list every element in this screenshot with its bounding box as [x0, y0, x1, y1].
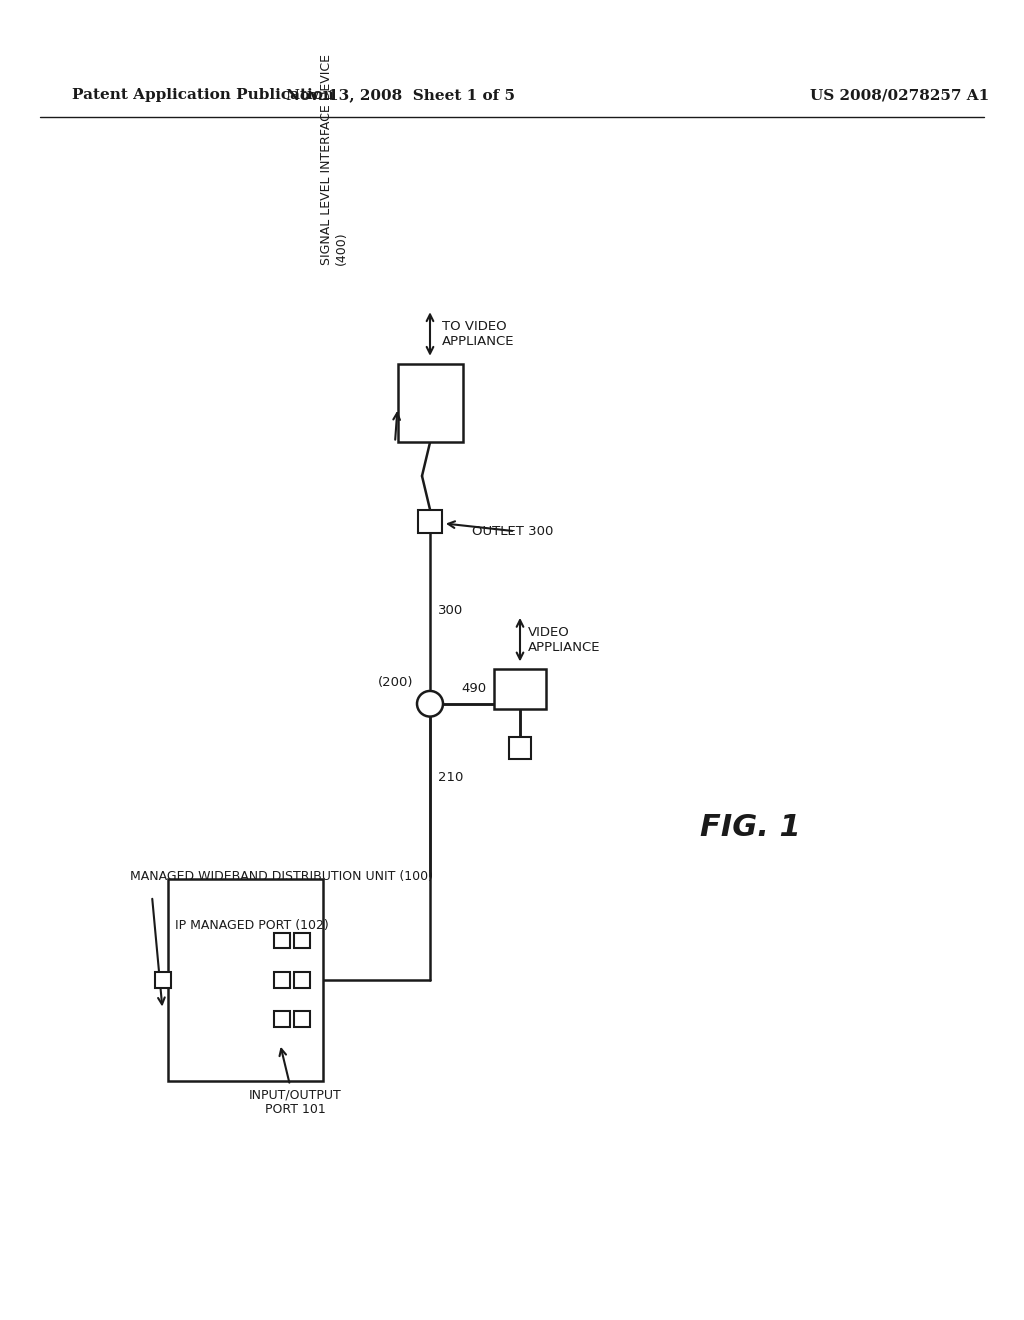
Text: INPUT/OUTPUT
PORT 101: INPUT/OUTPUT PORT 101: [249, 1088, 341, 1117]
Text: Patent Application Publication: Patent Application Publication: [72, 88, 334, 103]
Text: VIDEO
APPLIANCE: VIDEO APPLIANCE: [528, 626, 600, 653]
Bar: [155, 972, 171, 987]
Bar: [294, 972, 310, 987]
Bar: [274, 932, 290, 948]
Text: 490: 490: [461, 682, 486, 696]
Text: IP MANAGED PORT (102): IP MANAGED PORT (102): [175, 919, 329, 932]
Bar: [274, 972, 290, 987]
Text: 300: 300: [438, 603, 463, 616]
Text: 210: 210: [438, 771, 464, 784]
Bar: [294, 932, 310, 948]
Bar: [274, 1011, 290, 1027]
Text: Nov. 13, 2008  Sheet 1 of 5: Nov. 13, 2008 Sheet 1 of 5: [286, 88, 514, 103]
Text: MANAGED WIDEBAND DISTRIBUTION UNIT (100): MANAGED WIDEBAND DISTRIBUTION UNIT (100): [130, 870, 433, 883]
Bar: [294, 1011, 310, 1027]
Text: FIG. 1: FIG. 1: [699, 813, 801, 842]
Text: (200): (200): [378, 676, 414, 689]
Bar: [397, 363, 463, 442]
Bar: [418, 510, 442, 533]
Text: US 2008/0278257 A1: US 2008/0278257 A1: [810, 88, 989, 103]
Bar: [168, 879, 323, 1081]
Text: TO VIDEO
APPLIANCE: TO VIDEO APPLIANCE: [442, 319, 514, 348]
Bar: [494, 669, 546, 709]
Text: OUTLET 300: OUTLET 300: [472, 525, 553, 537]
Circle shape: [417, 690, 443, 717]
Text: SIGNAL LEVEL INTERFACE DEVICE
(400): SIGNAL LEVEL INTERFACE DEVICE (400): [319, 54, 348, 265]
Bar: [509, 738, 531, 759]
